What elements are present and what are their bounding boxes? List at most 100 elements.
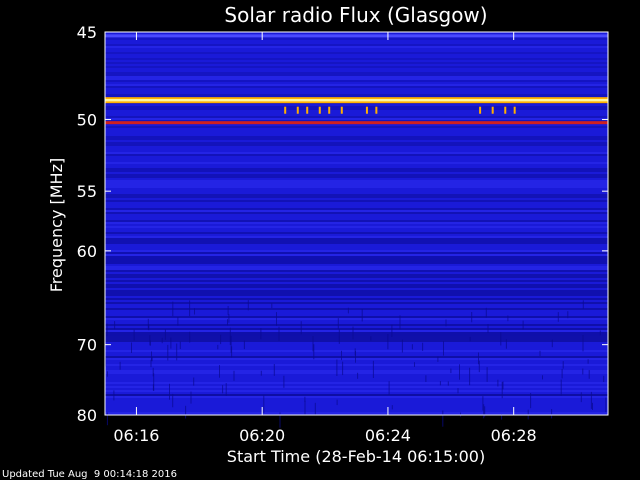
noise-speckle bbox=[149, 335, 151, 346]
noise-speckle bbox=[189, 331, 191, 343]
noise-speckle bbox=[314, 402, 316, 415]
noise-speckle bbox=[442, 410, 444, 427]
burst-mark bbox=[504, 106, 507, 114]
noise-speckle bbox=[471, 312, 473, 323]
spectrum-stripe bbox=[105, 290, 608, 292]
noise-speckle bbox=[457, 388, 459, 394]
noise-speckle bbox=[338, 329, 340, 344]
noise-speckle bbox=[501, 382, 503, 399]
spectrum-stripe bbox=[105, 396, 608, 398]
noise-speckle bbox=[361, 309, 363, 322]
spectrum-stripe bbox=[105, 242, 608, 244]
spectrum-stripe bbox=[105, 170, 608, 172]
noise-speckle bbox=[230, 335, 232, 353]
noise-speckle bbox=[352, 326, 354, 340]
noise-speckle bbox=[557, 312, 559, 322]
noise-speckle bbox=[580, 392, 582, 403]
spectrum-stripe bbox=[105, 186, 608, 188]
noise-speckle bbox=[478, 352, 479, 365]
spectrum-stripe bbox=[105, 74, 608, 76]
noise-speckle bbox=[539, 350, 541, 356]
noise-speckle bbox=[263, 395, 265, 414]
noise-speckle bbox=[243, 340, 245, 350]
spectrum-stripe bbox=[105, 196, 608, 198]
noise-speckle bbox=[551, 339, 553, 348]
y-tick-label: 55 bbox=[77, 182, 97, 201]
y-axis-label: Frequency [MHz] bbox=[47, 158, 66, 292]
spectrum-stripe bbox=[105, 184, 608, 186]
spectrum-stripe bbox=[105, 412, 608, 414]
spectrum-stripe bbox=[105, 356, 608, 358]
spectrum-stripe bbox=[105, 96, 608, 98]
noise-speckle bbox=[603, 375, 605, 382]
spectrum-stripe bbox=[105, 240, 608, 242]
noise-speckle bbox=[273, 364, 275, 376]
noise-speckle bbox=[443, 341, 444, 356]
band-line bbox=[105, 34, 608, 38]
spectrum-stripe bbox=[105, 76, 608, 78]
noise-speckle bbox=[312, 336, 314, 352]
noise-speckle bbox=[176, 343, 178, 361]
chart-title: Solar radio Flux (Glasgow) bbox=[224, 3, 487, 27]
noise-speckle bbox=[225, 383, 227, 396]
spectrum-stripe bbox=[105, 370, 608, 372]
noise-speckle bbox=[522, 320, 524, 330]
noise-speckle bbox=[304, 400, 306, 415]
noise-speckle bbox=[341, 350, 342, 361]
spectrum-stripe bbox=[105, 136, 608, 138]
spectrum-stripe bbox=[105, 94, 608, 96]
noise-speckle bbox=[167, 344, 169, 361]
burst-mark bbox=[284, 106, 287, 114]
y-tick-label: 80 bbox=[77, 406, 97, 425]
noise-speckle bbox=[357, 372, 359, 379]
noise-speckle bbox=[560, 379, 562, 396]
noise-speckle bbox=[227, 306, 229, 315]
spectrum-stripe bbox=[105, 212, 608, 214]
spectrum-stripe bbox=[105, 168, 608, 170]
noise-speckle bbox=[507, 315, 509, 322]
noise-speckle bbox=[169, 383, 170, 400]
spectrum-stripe bbox=[105, 238, 608, 240]
spectrum-stripe bbox=[105, 280, 608, 282]
noise-speckle bbox=[505, 339, 507, 349]
noise-speckle bbox=[179, 341, 181, 349]
noise-speckle bbox=[177, 317, 179, 326]
spectrum-stripe bbox=[105, 152, 608, 154]
spectrum-stripe bbox=[105, 118, 608, 120]
spectrum-stripe bbox=[105, 46, 608, 48]
spectrum-stripe bbox=[105, 80, 608, 82]
spectrum-stripe bbox=[105, 194, 608, 196]
spectrum-stripe bbox=[105, 336, 608, 338]
spectrum-stripe bbox=[105, 38, 608, 40]
spectrum-stripe bbox=[105, 350, 608, 352]
noise-speckle bbox=[193, 377, 195, 386]
spectrum-stripe bbox=[105, 328, 608, 330]
noise-speckle bbox=[313, 344, 315, 360]
spectrum-stripe bbox=[105, 302, 608, 304]
noise-speckle bbox=[530, 393, 532, 409]
spectrum-stripe bbox=[105, 78, 608, 80]
spectrum-stripe bbox=[105, 154, 608, 156]
spectrum-stripe bbox=[105, 144, 608, 146]
band-line bbox=[105, 121, 608, 125]
noise-speckle bbox=[247, 300, 249, 311]
x-tick-label: 06:28 bbox=[491, 426, 537, 445]
noise-speckle bbox=[391, 324, 393, 337]
spectrum-stripe bbox=[105, 266, 608, 268]
noise-speckle bbox=[567, 311, 569, 319]
noise-speckle bbox=[190, 391, 192, 404]
noise-speckle bbox=[588, 370, 590, 379]
noise-speckle bbox=[355, 351, 356, 363]
spectrum-stripe bbox=[105, 232, 608, 234]
spectrum-stripe bbox=[105, 108, 608, 110]
spectrum-stripe bbox=[105, 256, 608, 258]
noise-speckle bbox=[342, 361, 344, 376]
noise-speckle bbox=[502, 381, 504, 390]
noise-speckle bbox=[422, 342, 424, 351]
noise-speckle bbox=[587, 359, 589, 364]
noise-speckle bbox=[133, 329, 135, 341]
noise-speckle bbox=[194, 308, 195, 315]
noise-speckle bbox=[151, 351, 152, 361]
burst-mark bbox=[306, 106, 309, 114]
noise-speckle bbox=[582, 300, 584, 309]
